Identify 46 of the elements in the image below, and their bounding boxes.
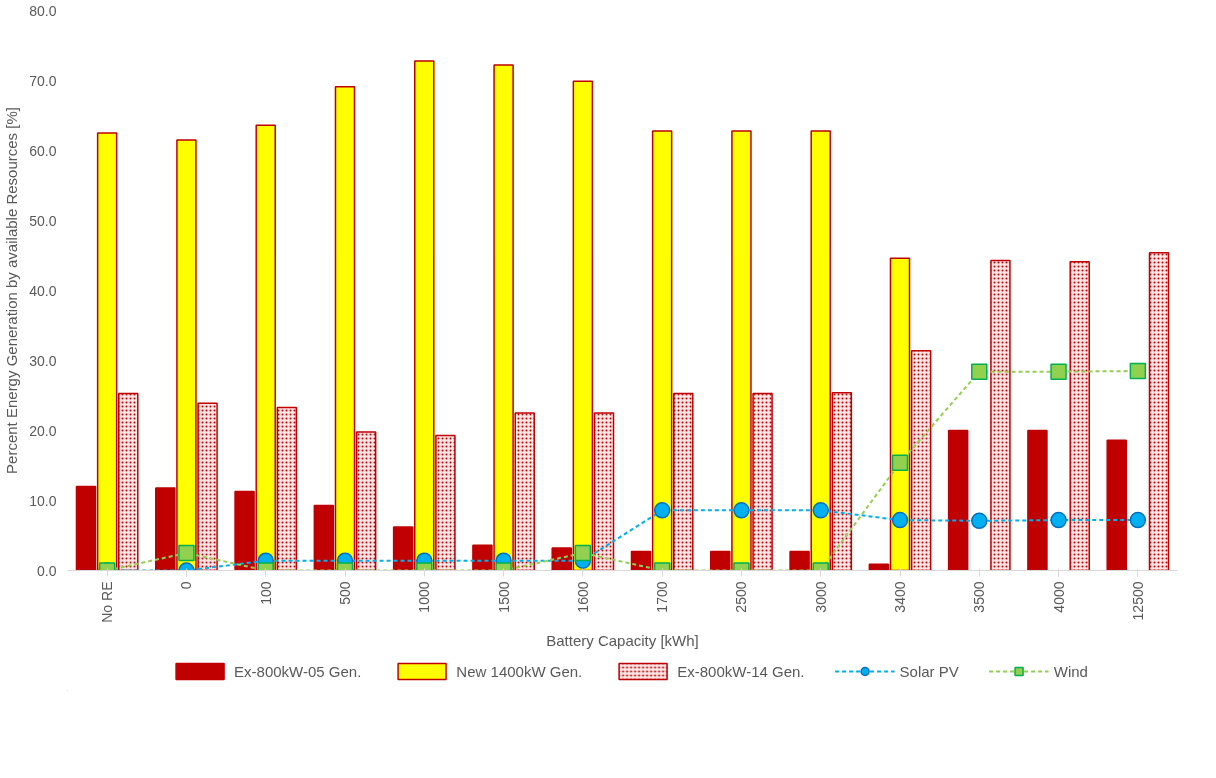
x-tick-label: 1700	[654, 581, 671, 613]
x-tick-label: 1500	[495, 581, 512, 613]
bar	[1027, 429, 1048, 571]
point	[653, 502, 671, 519]
x-tick-label: 500	[337, 581, 353, 605]
bar	[1106, 439, 1127, 571]
point	[971, 363, 988, 380]
legend-label: Ex-800kW-05 Gen.	[234, 662, 362, 680]
x-tick-label: 4000	[1050, 581, 1067, 613]
y-tick-label: 60.0	[29, 142, 57, 159]
legend-label: Solar PV	[899, 662, 959, 680]
x-tick-label: 100	[257, 581, 274, 605]
point	[1050, 363, 1067, 380]
y-tick-label: 30.0	[29, 352, 57, 369]
point	[891, 454, 909, 471]
point	[1129, 511, 1147, 529]
legend-label: New 1400kW Gen.	[456, 662, 583, 680]
x-tick-label: 3000	[812, 581, 829, 613]
point	[891, 511, 909, 529]
x-tick-label: 1600	[574, 581, 591, 613]
legend-label: Ex-800kW-14 Gen.	[677, 662, 805, 680]
point	[1050, 511, 1067, 529]
y-tick-label: 70.0	[29, 72, 57, 89]
y-tick-label: 80.0	[29, 2, 57, 19]
y-tick-label: 10.0	[29, 492, 57, 509]
x-tick-label: No RE	[99, 581, 116, 623]
x-axis-title: Battery Capacity [kWh]	[546, 631, 699, 649]
legend-label: Wind	[1053, 662, 1088, 680]
bar	[947, 429, 969, 571]
x-tick-label: 2500	[733, 581, 750, 613]
y-axis-title: Percent Energy Generation by available Resources [%]	[3, 107, 21, 474]
point	[574, 544, 592, 562]
point	[733, 502, 750, 519]
y-tick-label: 20.0	[29, 422, 57, 439]
x-tick-label: 12500	[1129, 581, 1146, 621]
y-tick-label: 40.0	[29, 282, 57, 299]
x-tick-label: 1000	[416, 581, 433, 613]
x-tick-label: 3500	[971, 581, 988, 613]
y-tick-label: 0.0	[37, 562, 57, 579]
x-tick-label: 3400	[892, 581, 908, 613]
x-tick-label: 0	[178, 581, 195, 590]
point	[178, 544, 195, 562]
point	[1129, 362, 1147, 380]
point	[812, 502, 829, 519]
point	[971, 512, 988, 530]
y-tick-label: 50.0	[29, 212, 57, 229]
